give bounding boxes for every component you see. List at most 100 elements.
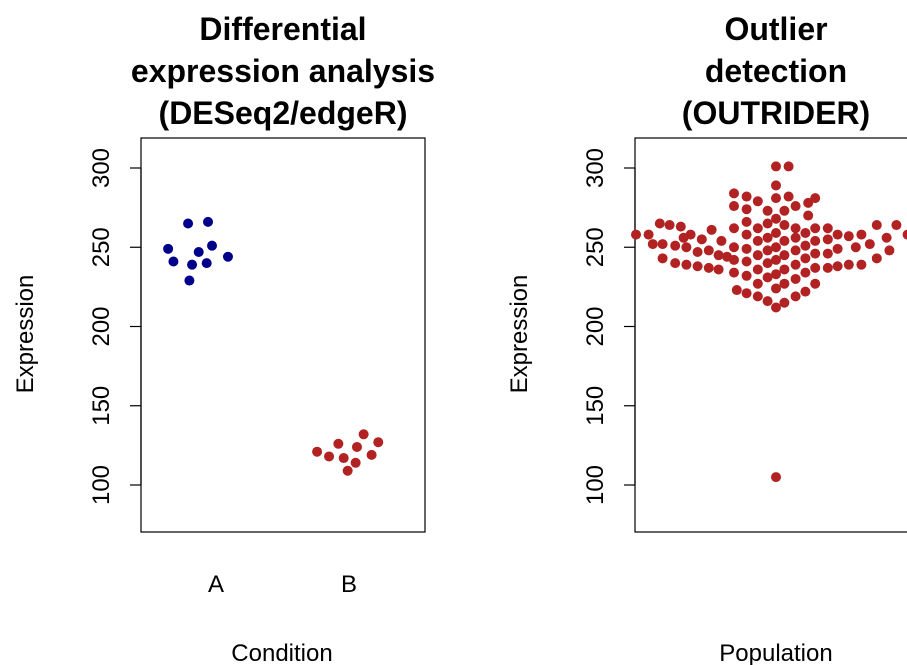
- left-panel: Differential expression analysis (DESeq2…: [12, 11, 435, 665]
- data-point: [810, 223, 821, 234]
- data-point: [741, 270, 752, 281]
- data-point: [843, 231, 854, 242]
- data-point: [741, 243, 752, 254]
- data-point: [800, 240, 811, 251]
- data-point: [800, 227, 811, 238]
- data-point: [696, 234, 707, 245]
- data-point: [771, 254, 781, 265]
- data-point: [373, 437, 384, 448]
- data-point: [822, 262, 833, 273]
- data-point: [706, 224, 717, 235]
- left-y-axis-label: Expression: [12, 275, 39, 394]
- data-point: [741, 216, 752, 227]
- data-point: [752, 196, 763, 207]
- data-point: [670, 240, 681, 251]
- data-point: [822, 234, 833, 245]
- data-point: [779, 220, 790, 231]
- data-point: [703, 262, 714, 273]
- data-point: [752, 250, 763, 261]
- data-point: [338, 453, 349, 464]
- data-point: [803, 197, 814, 208]
- left-title-line-2: expression analysis: [131, 53, 435, 89]
- data-point: [183, 218, 194, 229]
- data-point: [703, 245, 714, 256]
- data-point: [741, 229, 752, 240]
- data-point: [358, 429, 369, 440]
- left-points: [163, 216, 384, 476]
- data-point: [692, 261, 703, 272]
- data-point: [810, 193, 821, 204]
- data-point: [832, 229, 843, 240]
- right-y-axis: 100 150 200 250 300: [582, 148, 636, 505]
- data-point: [762, 205, 773, 216]
- right-title-line-2: detection: [705, 53, 847, 89]
- data-point: [790, 273, 801, 284]
- data-point: [351, 441, 362, 452]
- data-point: [771, 161, 781, 172]
- left-x-axis-label: Condition: [231, 640, 332, 665]
- data-point: [207, 240, 218, 251]
- y-tick-label: 100: [582, 465, 609, 505]
- data-point: [201, 258, 212, 269]
- data-point: [670, 258, 681, 269]
- data-point: [752, 278, 763, 289]
- data-point: [779, 250, 790, 261]
- data-point: [884, 245, 895, 256]
- left-title-line-1: Differential: [199, 11, 366, 47]
- data-point: [762, 258, 773, 269]
- data-point: [832, 243, 843, 254]
- data-point: [810, 278, 821, 289]
- data-point: [752, 291, 763, 302]
- data-point: [779, 297, 790, 308]
- data-point: [790, 232, 801, 243]
- data-point: [654, 218, 665, 229]
- data-point: [729, 223, 739, 234]
- data-point: [675, 221, 686, 232]
- data-point: [752, 223, 763, 234]
- data-point: [729, 242, 739, 253]
- y-tick-label: 250: [88, 227, 115, 267]
- left-plot-frame: [140, 137, 426, 533]
- data-point: [843, 259, 854, 270]
- y-tick-label: 250: [582, 227, 609, 267]
- data-point: [783, 161, 794, 172]
- data-point: [168, 256, 179, 267]
- data-point: [779, 264, 790, 275]
- right-x-axis-label: Population: [719, 640, 832, 665]
- data-point: [681, 259, 692, 270]
- data-point: [771, 283, 781, 294]
- right-title-line-1: Outlier: [724, 11, 827, 47]
- data-point: [203, 216, 214, 227]
- y-tick-label: 300: [582, 148, 609, 188]
- data-point: [681, 242, 692, 253]
- right-title-line-3: (OUTRIDER): [682, 95, 870, 131]
- data-point: [350, 457, 361, 468]
- data-point: [657, 253, 668, 264]
- data-point: [193, 247, 204, 258]
- data-point: [729, 188, 739, 199]
- data-point: [822, 223, 833, 234]
- data-point: [657, 239, 668, 250]
- data-point: [810, 248, 821, 259]
- data-point: [741, 288, 752, 299]
- x-tick-label: B: [341, 571, 357, 598]
- data-point: [771, 180, 781, 191]
- data-point: [187, 259, 198, 270]
- data-point: [333, 438, 344, 449]
- data-point: [643, 229, 654, 240]
- data-point: [366, 449, 377, 460]
- data-point: [800, 267, 811, 278]
- x-tick-label: A: [208, 571, 224, 598]
- data-point: [664, 220, 675, 231]
- y-tick-label: 100: [88, 465, 115, 505]
- data-point: [810, 262, 821, 273]
- data-point: [729, 267, 739, 278]
- data-point: [832, 261, 843, 272]
- data-point: [864, 239, 875, 250]
- data-point: [790, 245, 801, 256]
- data-point: [779, 278, 790, 289]
- y-tick-label: 200: [88, 306, 115, 346]
- data-point: [871, 253, 882, 264]
- data-point: [779, 235, 790, 246]
